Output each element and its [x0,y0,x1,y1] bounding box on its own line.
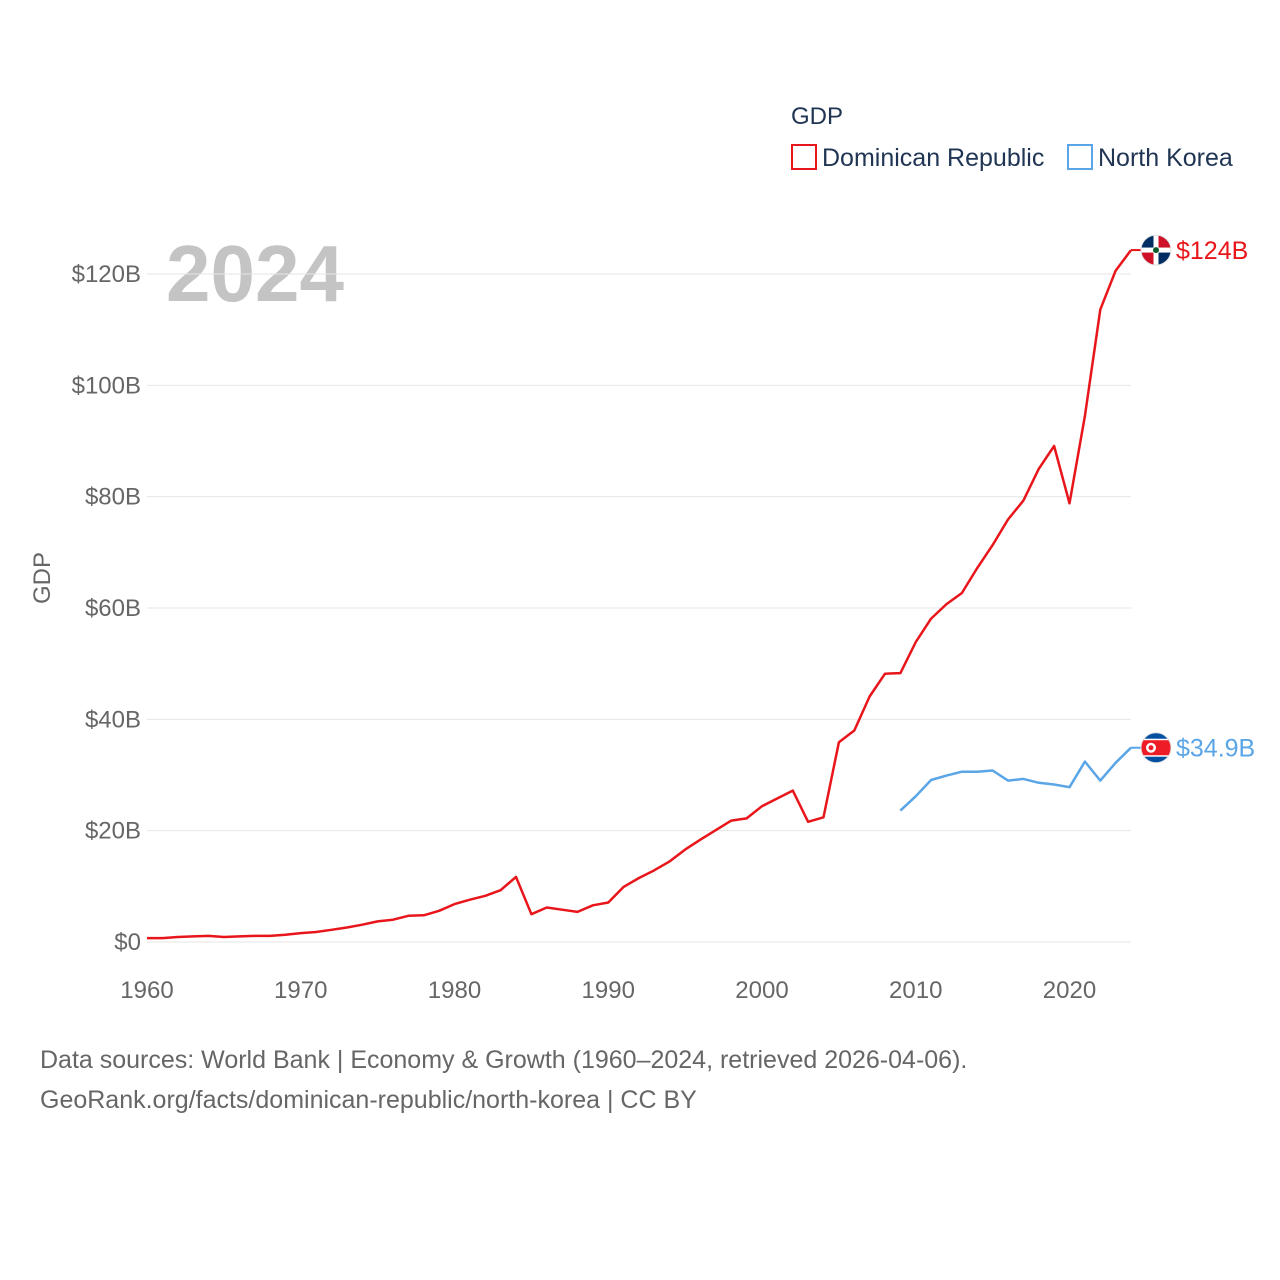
end-value-label: $34.9B [1176,735,1255,763]
y-tick-label: $60B [85,595,141,622]
y-axis-title: GDP [29,552,56,604]
series-lines [147,249,1133,940]
footer-link[interactable]: GeoRank.org/facts/dominican-republic/nor… [40,1086,697,1114]
x-tick-label: 2000 [735,977,788,1004]
north-korea-flag-icon [1140,732,1172,764]
y-tick-label: $0 [114,929,141,956]
x-tick-label: 2020 [1043,977,1096,1004]
legend-swatch-dominican-republic[interactable] [791,144,817,170]
y-tick-label: $100B [72,372,141,399]
footer-sources: Data sources: World Bank | Economy & Gro… [40,1046,968,1074]
legend-label-dominican-republic[interactable]: Dominican Republic [822,144,1044,172]
legend-title: GDP [791,103,843,130]
series-line-dominican-republic[interactable] [147,249,1133,940]
series-end-labels: $124B $34.9B [1131,234,1255,764]
x-tick-label: 1960 [120,977,173,1004]
series-line-north-korea[interactable] [899,746,1132,812]
legend: GDP Dominican Republic North Korea [791,103,1233,172]
gdp-line-chart: GDP Dominican Republic North Korea 2024 … [29,103,1255,1004]
footer: Data sources: World Bank | Economy & Gro… [40,1040,967,1120]
legend-label-north-korea[interactable]: North Korea [1098,144,1233,172]
y-axis-ticks: $0 $20B $40B $60B $80B $100B $120B [72,261,141,956]
y-tick-label: $20B [85,818,141,845]
x-tick-label: 1970 [274,977,327,1004]
legend-swatch-north-korea[interactable] [1067,144,1093,170]
y-tick-label: $40B [85,706,141,733]
end-value-label: $124B [1176,237,1248,265]
x-tick-label: 1980 [428,977,481,1004]
x-tick-label: 2010 [889,977,942,1004]
dominican-republic-flag-icon [1140,234,1172,266]
y-tick-label: $120B [72,261,141,288]
y-tick-label: $80B [85,484,141,511]
gridlines [147,273,1131,943]
x-axis-ticks: 1960 1970 1980 1990 2000 2010 2020 [120,977,1096,1004]
x-tick-label: 1990 [582,977,635,1004]
